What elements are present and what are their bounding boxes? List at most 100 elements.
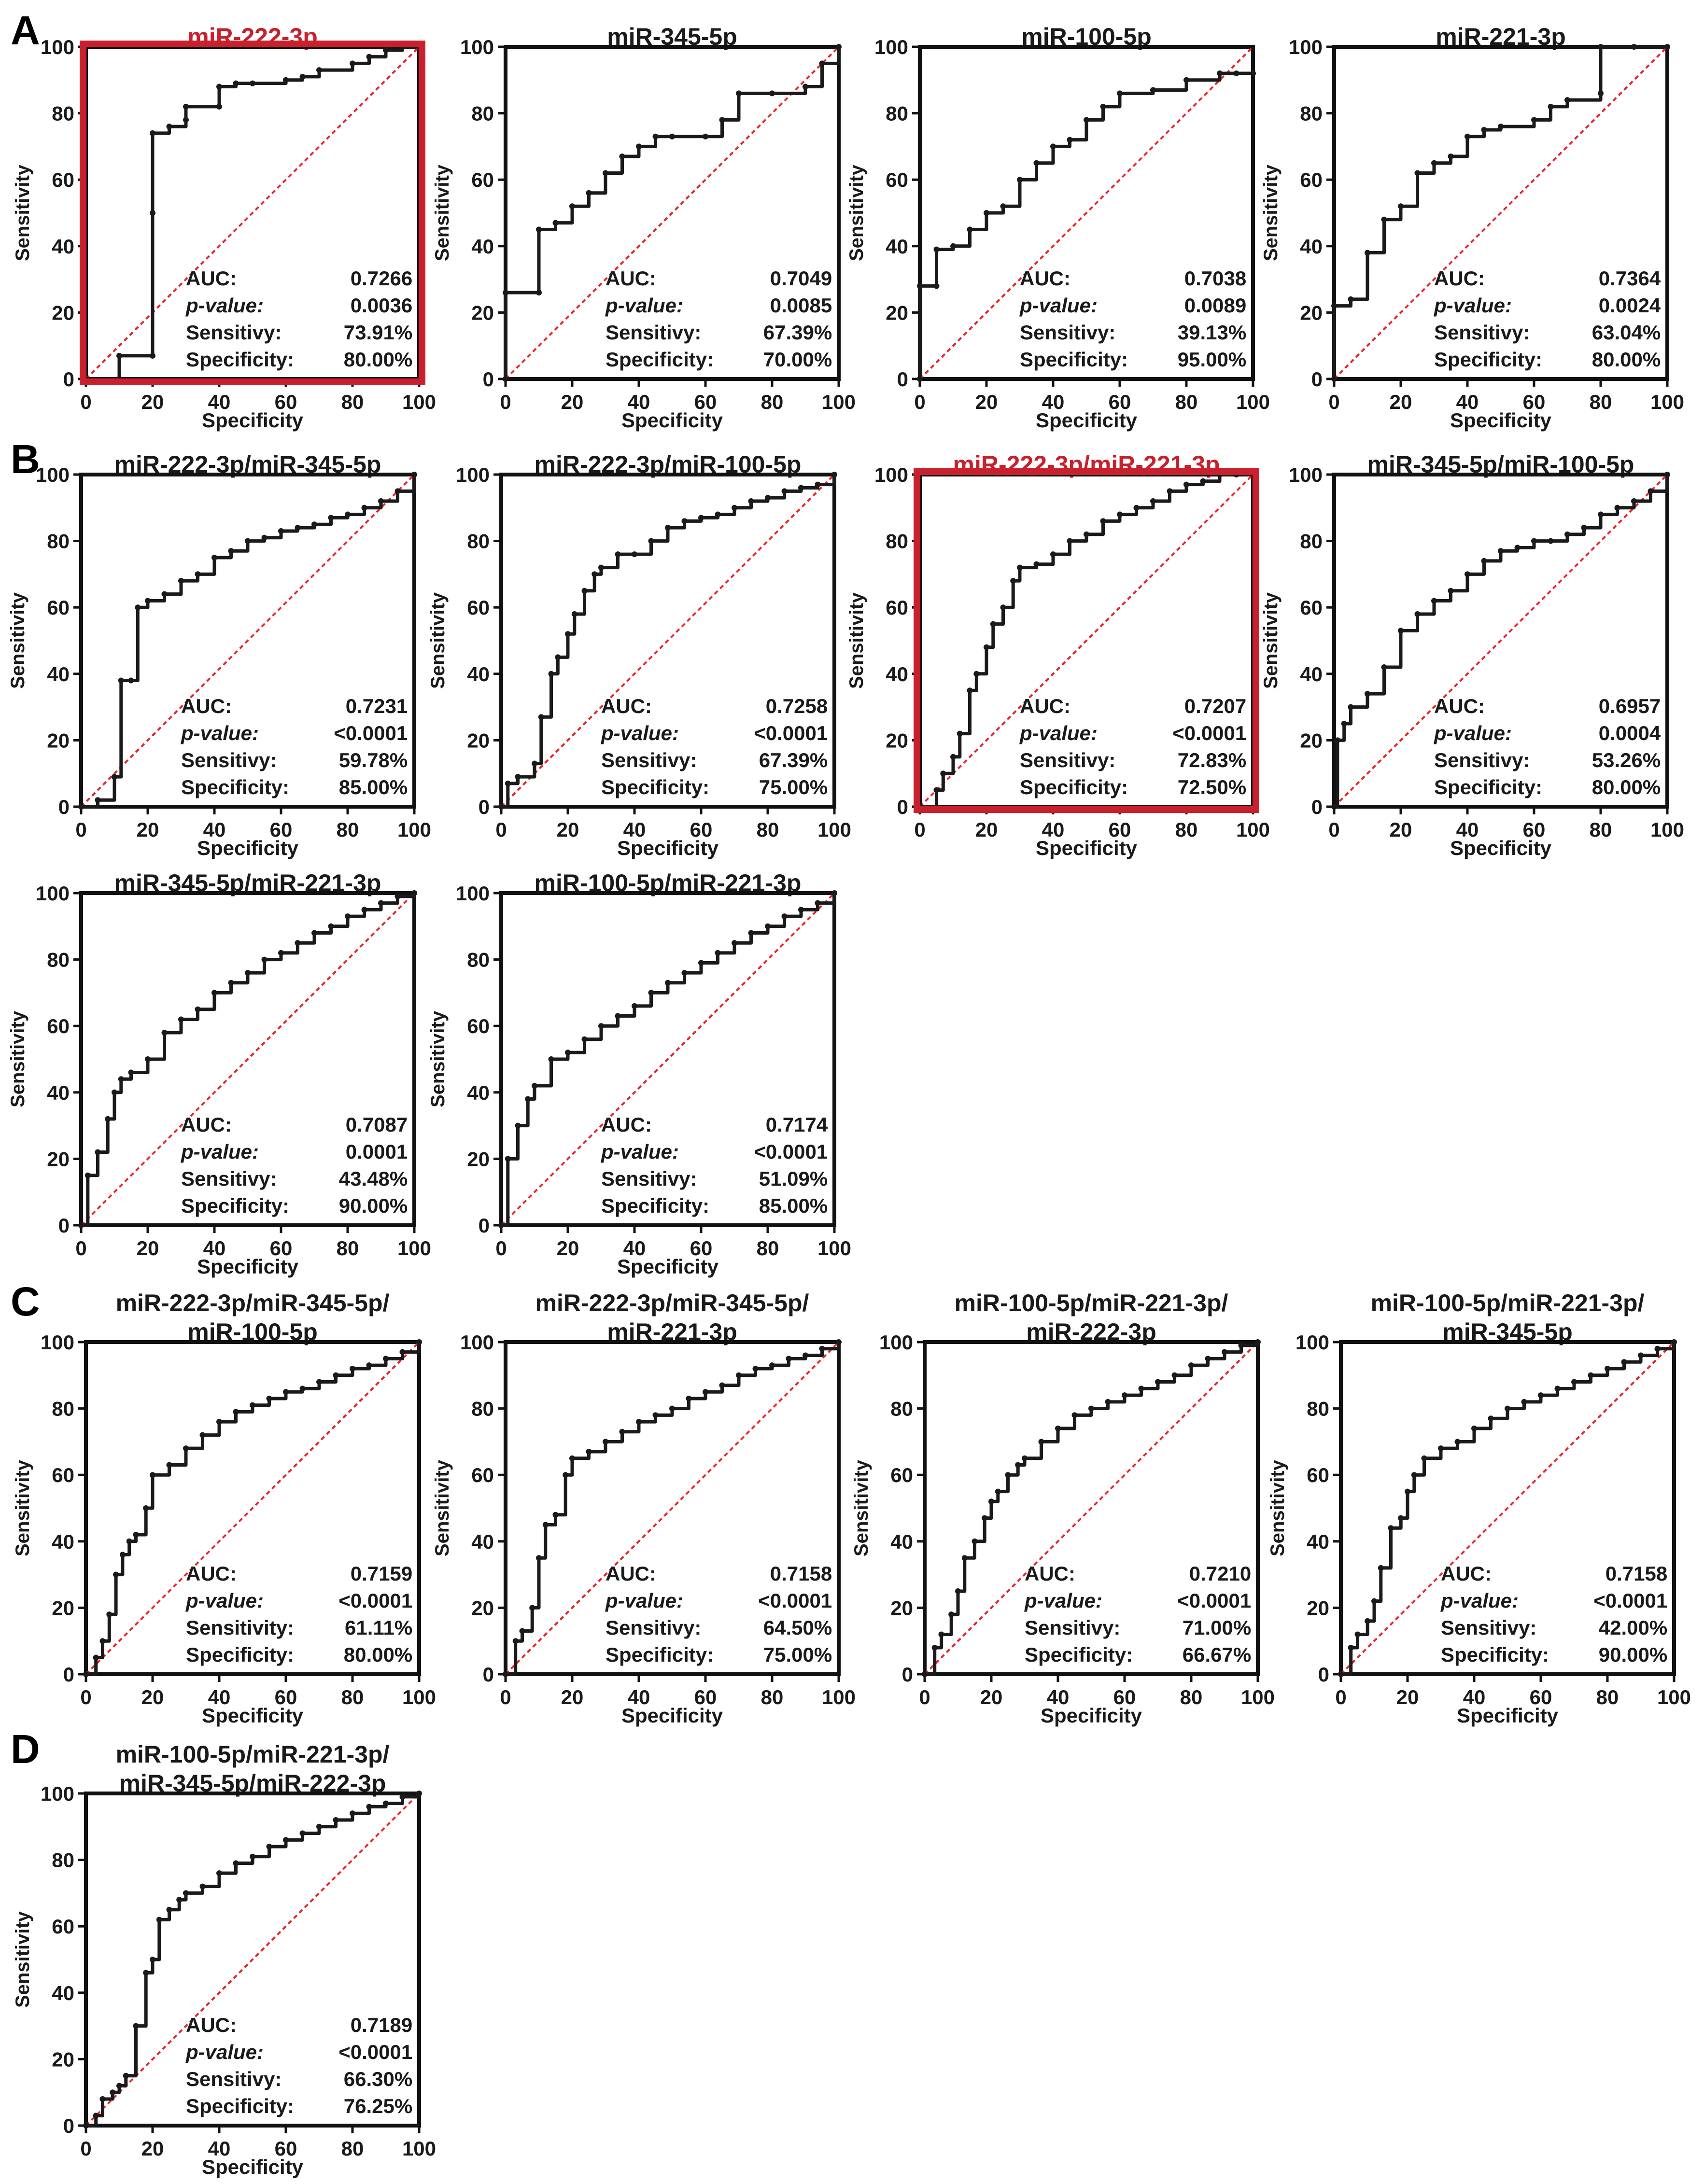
roc-point [245, 538, 251, 544]
stat-label: Sensitivity: [186, 1616, 294, 1639]
stat-label: AUC: [1020, 267, 1070, 290]
roc-point [652, 1412, 659, 1418]
stat-label: Specificity: [601, 1194, 709, 1217]
stat-label: p-value: [605, 294, 683, 317]
reference-diagonal [924, 1341, 1259, 1675]
stat-value: 61.11% [345, 1616, 412, 1639]
roc-point [1648, 488, 1654, 494]
y-tick-label: 20 [471, 1596, 494, 1619]
roc-point [569, 203, 575, 210]
roc-point [183, 1890, 189, 1896]
reference-diagonal [85, 46, 420, 380]
roc-point [972, 1538, 978, 1544]
stat-value: 72.83% [1178, 749, 1246, 771]
x-tick-label: 20 [1390, 391, 1412, 413]
roc-point [1354, 1631, 1361, 1638]
roc-point [135, 604, 141, 611]
roc-point [798, 485, 804, 491]
stat-value: 0.0024 [1599, 294, 1661, 317]
roc-point [982, 1515, 988, 1521]
roc-point [1071, 1412, 1078, 1418]
stat-value: 80.00% [1592, 348, 1661, 371]
roc-point [505, 1156, 511, 1162]
roc-chart: miR-345-5p/miR-100-5p0 20 40 60 80 1000204060… [1260, 451, 1684, 859]
roc-point [591, 571, 598, 577]
stat-label: p-value: [1434, 722, 1512, 744]
y-tick-label: 60 [47, 596, 70, 619]
roc-point [552, 1512, 559, 1518]
panel-letter-b: B [11, 436, 40, 482]
stat-label: Sensitivy: [1434, 749, 1530, 771]
roc-curve-line [1334, 475, 1669, 809]
x-tick-label: 80 [1175, 391, 1198, 413]
x-tick-label: 40 [1463, 1686, 1486, 1708]
x-tick-label: 0 [500, 1686, 511, 1708]
y-tick-label: 0 [479, 796, 490, 818]
roc-point [1038, 1439, 1044, 1445]
roc-point [1671, 1339, 1677, 1345]
y-tick-label: 80 [890, 1398, 913, 1420]
chart-title: miR-222-3p/miR-345-5p/ [535, 1289, 809, 1316]
roc-chart: miR-100-5p/miR-221-3p/miR-222-3p0 20 40 60 8… [851, 1289, 1275, 1727]
stat-label: p-value: [185, 294, 264, 317]
roc-point [703, 1389, 708, 1395]
roc-point [698, 960, 704, 966]
x-tick-label: 0 [75, 818, 86, 841]
roc-point [933, 283, 940, 289]
roc-point [394, 893, 401, 899]
y-axis-label: Sensitivity [12, 164, 33, 261]
roc-point [1548, 103, 1554, 110]
x-axis-label: Specificity [621, 409, 723, 432]
roc-point [150, 1472, 155, 1478]
x-axis-label: Specificity [617, 1255, 719, 1278]
stat-value: 0.7158 [1605, 1562, 1667, 1585]
roc-point [216, 84, 222, 90]
x-tick-label: 0 [80, 1686, 91, 1708]
roc-point [619, 154, 625, 160]
roc-point [1471, 1425, 1477, 1431]
roc-point [383, 47, 389, 53]
y-tick-label: 40 [890, 1530, 913, 1553]
roc-point [1505, 1405, 1510, 1412]
roc-point [512, 1638, 519, 1644]
plot-frame [1339, 1340, 1676, 1676]
x-tick-label: 80 [1590, 391, 1612, 413]
roc-point [1431, 160, 1437, 166]
roc-point [1133, 504, 1140, 511]
y-tick-label: 20 [467, 1148, 490, 1170]
y-tick-label: 100 [41, 1782, 74, 1805]
roc-point [515, 1122, 521, 1129]
y-tick-label: 80 [1300, 530, 1323, 553]
roc-point [1155, 1379, 1161, 1385]
x-tick-label: 20 [557, 818, 579, 841]
roc-point [632, 551, 637, 558]
stat-label: AUC: [186, 267, 237, 290]
x-tick-label: 40 [208, 2137, 231, 2160]
y-tick-label: 40 [471, 1530, 494, 1553]
stat-label: Specificity: [601, 776, 709, 798]
roc-point [299, 1830, 306, 1836]
roc-point [261, 534, 268, 541]
roc-point [571, 611, 577, 617]
plot-frame [504, 1340, 841, 1676]
stat-value: 0.0036 [351, 294, 412, 317]
roc-point [126, 1538, 132, 1544]
x-axis-label: Specificity [617, 837, 719, 859]
x-axis-label: Specificity [197, 1255, 299, 1278]
roc-point [112, 1089, 117, 1095]
stat-label: AUC: [1441, 1562, 1492, 1585]
roc-point [715, 950, 721, 956]
plot-frame [1332, 473, 1669, 809]
y-tick-label: 40 [886, 235, 908, 258]
roc-point [1033, 561, 1040, 567]
x-tick-label: 60 [1109, 818, 1131, 841]
roc-point [199, 1883, 206, 1890]
roc-point [161, 1029, 168, 1036]
roc-point [519, 1628, 525, 1634]
roc-point [819, 1345, 825, 1352]
y-tick-label: 60 [47, 1015, 70, 1037]
reference-diagonal [80, 474, 415, 808]
roc-point [1378, 1565, 1384, 1571]
roc-point [150, 210, 155, 216]
plot-frame [499, 473, 836, 809]
